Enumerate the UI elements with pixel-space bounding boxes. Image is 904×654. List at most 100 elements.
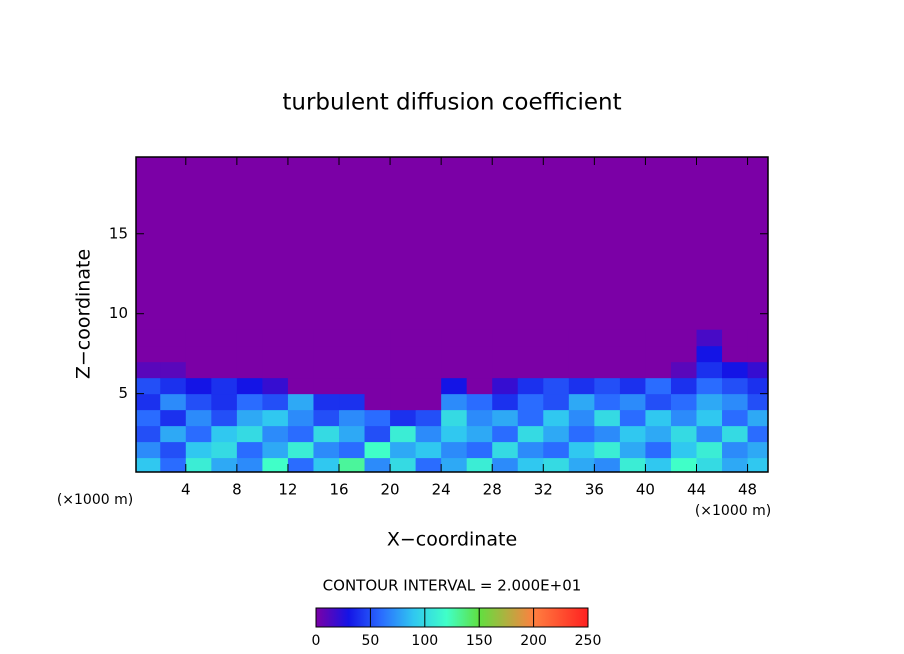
field-cell: [517, 425, 544, 443]
field-cell: [415, 409, 442, 427]
colorbar-axis: 0 50 100 150 200 250: [312, 608, 602, 649]
field-cell: [568, 361, 595, 379]
field-cell: [364, 329, 391, 347]
x-tick-label: 48: [738, 481, 757, 499]
field-cell: [211, 409, 238, 427]
field-cell: [670, 409, 698, 427]
field-cell: [543, 361, 570, 379]
field-cell: [211, 425, 238, 443]
field-cell: [722, 329, 749, 347]
field-cell: [390, 345, 417, 363]
field-cell: [747, 345, 768, 363]
field-cell: [185, 409, 212, 427]
field-cell: [287, 441, 314, 459]
field-cell: [670, 361, 698, 379]
field-cell: [670, 393, 698, 411]
field-cell: [211, 345, 238, 363]
field-cell: [313, 425, 340, 443]
field-cell: [594, 393, 621, 411]
field-cell: [492, 361, 519, 379]
y-tick-label: 5: [118, 384, 128, 402]
field-cell: [313, 393, 340, 411]
x-axis-label: X−coordinate: [387, 529, 517, 551]
field-cell: [670, 441, 698, 459]
field-cell: [185, 393, 212, 411]
x-tick-label: 32: [534, 481, 553, 499]
field-cell: [136, 361, 161, 379]
field-cell: [390, 457, 417, 472]
field-cell: [543, 409, 570, 427]
field-cell: [287, 425, 314, 443]
field-cell: [594, 377, 621, 395]
field-cell: [236, 457, 263, 472]
field-cell: [492, 345, 519, 363]
field-cell: [236, 329, 263, 347]
field-cell: [568, 393, 595, 411]
field-cell: [185, 329, 212, 347]
field-cell: [313, 441, 340, 459]
field-cell: [441, 345, 468, 363]
field-cell: [619, 441, 646, 459]
field-cell: [517, 345, 544, 363]
y-axis-label: Z−coordinate: [73, 249, 95, 379]
field-cell: [287, 409, 314, 427]
field-cell: [185, 441, 212, 459]
x-unit-label: (×1000 m): [57, 492, 133, 508]
field-cell: [211, 441, 238, 459]
field-cell: [441, 425, 468, 443]
field-cell: [160, 425, 187, 443]
field-cell: [313, 457, 340, 472]
field-cell: [722, 457, 749, 472]
field-cell: [339, 441, 366, 459]
field-cell: [670, 377, 698, 395]
x-tick-label: 44: [687, 481, 706, 499]
field-cell: [211, 361, 238, 379]
field-cell: [441, 457, 468, 472]
x-tick-label: 40: [636, 481, 655, 499]
field-cell: [747, 329, 768, 347]
x-tick-label: 8: [232, 481, 242, 499]
field-cell: [492, 425, 519, 443]
field-cell: [262, 361, 289, 379]
field-cell: [339, 329, 366, 347]
field-cell: [339, 425, 366, 443]
field-cell: [185, 457, 212, 472]
field-cell: [517, 409, 544, 427]
field-cell: [466, 393, 493, 411]
field-cell: [619, 361, 646, 379]
field-cell: [415, 441, 442, 459]
y-tick-label: 15: [109, 224, 128, 242]
field-cell: [136, 377, 161, 395]
field-cell: [747, 409, 768, 427]
field-cell: [236, 377, 263, 395]
field-cell: [313, 345, 340, 363]
field-cell: [287, 329, 314, 347]
field-cell: [262, 425, 289, 443]
field-cell: [543, 393, 570, 411]
field-cell: [160, 457, 187, 472]
field-cell: [339, 361, 366, 379]
field-cell: [441, 409, 468, 427]
field-cell: [594, 457, 621, 472]
field-cell: [364, 409, 391, 427]
field-cell: [492, 329, 519, 347]
field-cell: [262, 377, 289, 395]
field-cell: [670, 425, 698, 443]
x-tick-label: 4: [181, 481, 191, 499]
field-cell: [364, 393, 391, 411]
field-cell: [364, 457, 391, 472]
field-cell: [415, 361, 442, 379]
field-cell: [517, 329, 544, 347]
field-cell: [645, 361, 672, 379]
colorbar-tick-label: 0: [312, 633, 321, 649]
colorbar-tick-label: 250: [575, 633, 602, 649]
field-cell: [722, 345, 749, 363]
field-cell: [415, 393, 442, 411]
field-cell: [594, 409, 621, 427]
field-cell: [390, 441, 417, 459]
field-cell: [466, 361, 493, 379]
field-cell: [236, 441, 263, 459]
field-cell: [747, 361, 768, 379]
field-cell: [262, 329, 289, 347]
field-cell: [619, 393, 646, 411]
